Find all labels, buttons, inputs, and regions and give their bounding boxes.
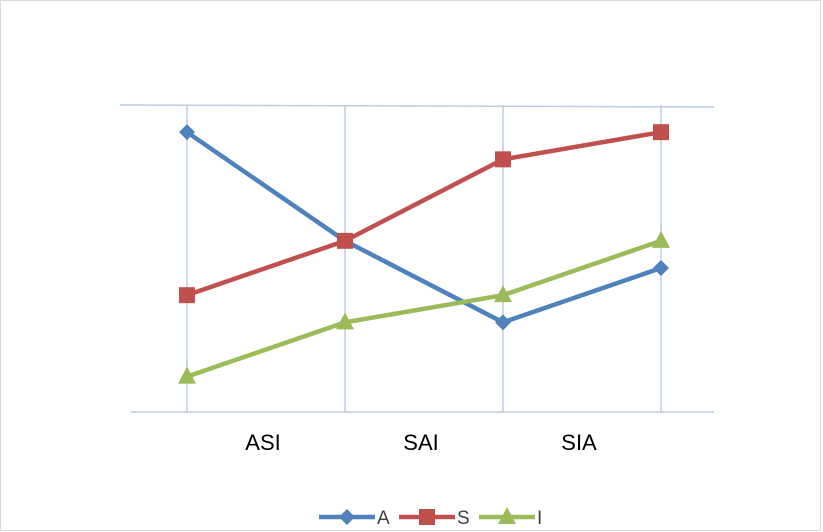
legend-item-a: A — [319, 508, 390, 529]
data-point-a-3 — [495, 314, 511, 331]
data-point-s-1 — [179, 287, 195, 304]
data-point-i-1 — [178, 366, 196, 384]
data-point-legend-a — [339, 509, 355, 525]
category-label: SAI — [403, 430, 438, 455]
series-group — [178, 124, 670, 384]
legend-label: I — [537, 508, 542, 529]
gridlines — [119, 104, 715, 412]
series-i — [178, 230, 670, 384]
data-point-legend-i — [498, 507, 516, 524]
data-point-a-4 — [653, 260, 669, 277]
data-point-i-3 — [494, 285, 512, 303]
category-labels: ASI SAI SIA — [245, 430, 597, 455]
series-a — [179, 124, 669, 331]
legend-item-i: I — [479, 507, 542, 529]
data-point-i-2 — [336, 312, 354, 330]
data-point-s-4 — [653, 124, 669, 141]
data-point-legend-s — [419, 509, 435, 525]
series-line-i — [186, 238, 662, 379]
data-point-s-2 — [337, 232, 353, 249]
series-line-s — [186, 129, 662, 298]
category-label: ASI — [245, 430, 280, 455]
legend-label: S — [457, 508, 470, 529]
gridline-top — [119, 104, 715, 108]
category-label: SIA — [561, 430, 597, 455]
legend-label: A — [377, 508, 390, 529]
series-line-a — [185, 130, 662, 325]
legend-item-s: S — [399, 508, 470, 529]
data-point-i-4 — [652, 230, 670, 248]
data-point-s-3 — [495, 151, 511, 168]
series-s — [179, 124, 669, 304]
